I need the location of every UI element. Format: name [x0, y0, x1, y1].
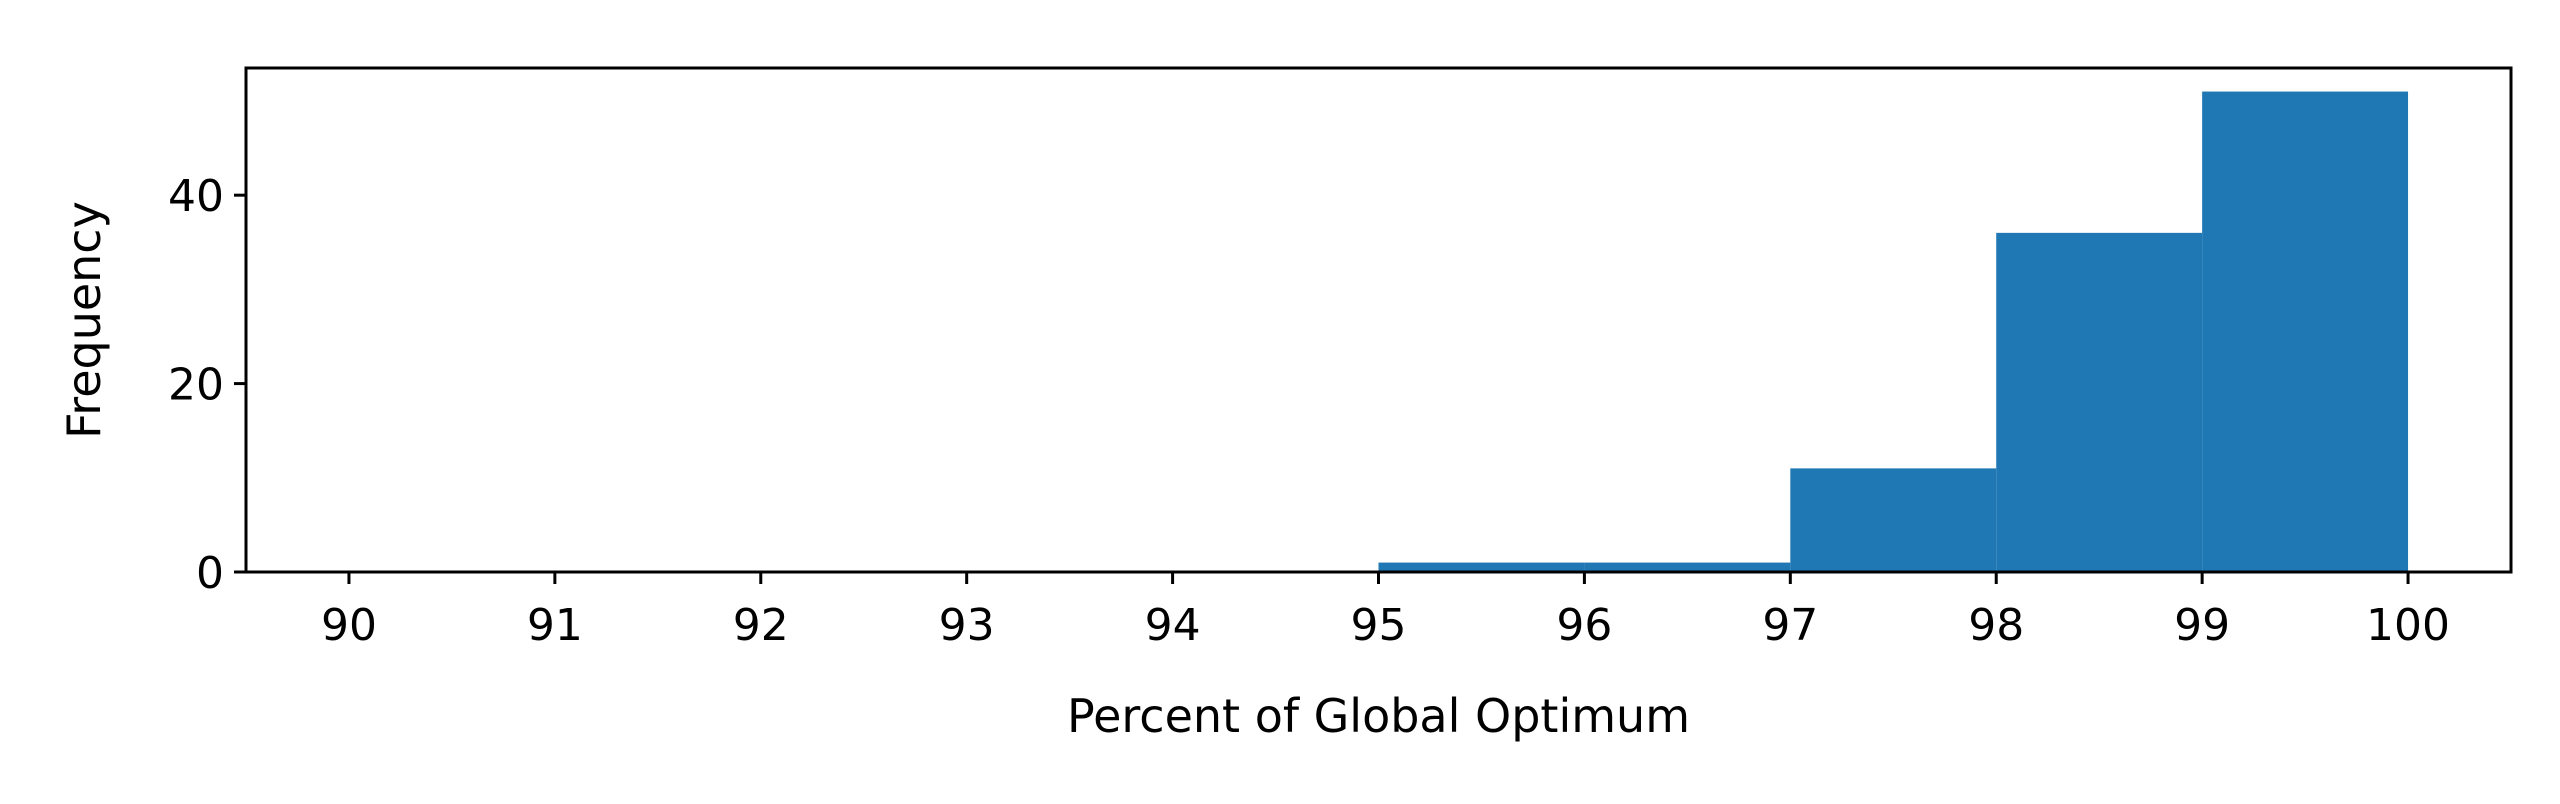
- y-tick-label: 0: [196, 548, 224, 599]
- histogram-bar-4: [2202, 91, 2409, 573]
- x-tick-label: 93: [939, 600, 995, 651]
- x-tick-label: 95: [1351, 600, 1407, 651]
- x-tick-label: 90: [321, 600, 377, 651]
- histogram-bar-0: [1378, 562, 1585, 572]
- y-tick-label: 20: [168, 360, 224, 411]
- x-axis-title: Percent of Global Optimum: [1067, 689, 1690, 743]
- y-tick-label: 40: [168, 171, 224, 222]
- x-tick-label: 100: [2366, 600, 2450, 651]
- x-tick-label: 94: [1145, 600, 1201, 651]
- bars-layer: [1378, 91, 2409, 573]
- ticks-layer: 90 91 92 93 94 95 96 97 98 99 100 0 20 40: [168, 171, 2450, 651]
- histogram-bar-1: [1584, 562, 1791, 572]
- x-tick-label: 96: [1556, 600, 1612, 651]
- x-tick-label: 97: [1762, 600, 1818, 651]
- x-tick-label: 92: [733, 600, 789, 651]
- histogram-bar-3: [1996, 232, 2203, 573]
- x-tick-label: 98: [1968, 600, 2024, 651]
- plot-frame: [244, 66, 2513, 574]
- histogram-bar-2: [1790, 468, 1997, 572]
- x-tick-label: 91: [527, 600, 583, 651]
- x-tick-label: 99: [2174, 600, 2230, 651]
- y-axis-title: Frequency: [57, 201, 111, 439]
